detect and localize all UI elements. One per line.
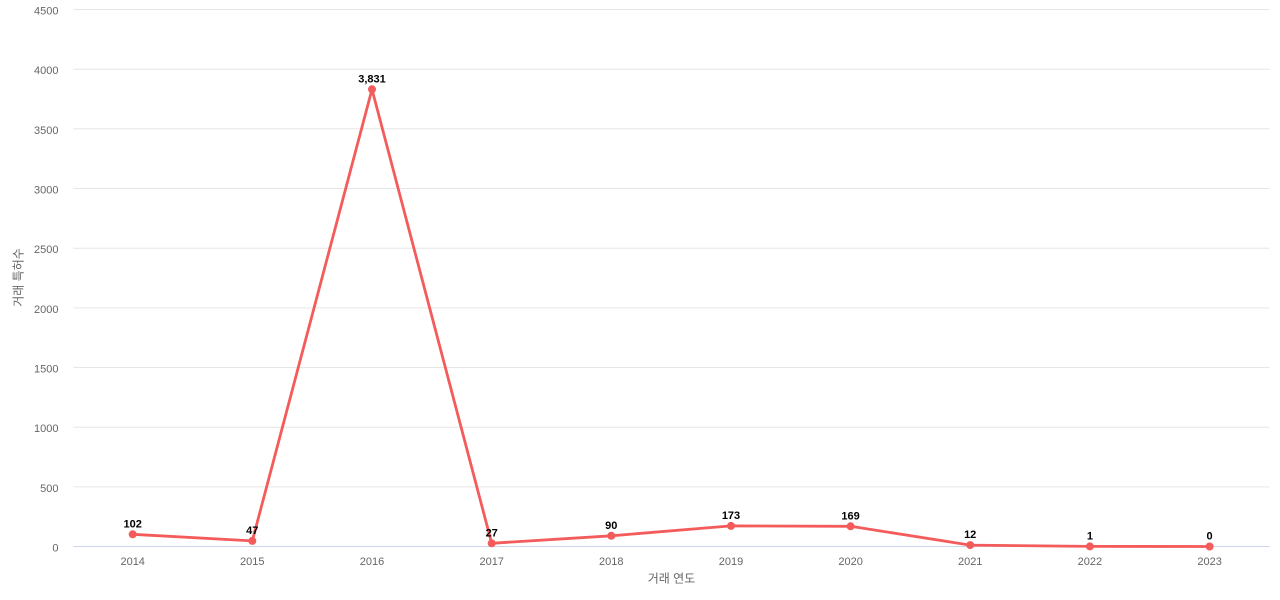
svg-text:102: 102 [124,518,142,530]
svg-text:2015: 2015 [240,556,264,568]
svg-text:2000: 2000 [34,304,58,316]
svg-text:2017: 2017 [479,556,503,568]
svg-text:4000: 4000 [34,65,58,77]
svg-text:4500: 4500 [34,6,58,18]
svg-text:2018: 2018 [599,556,623,568]
svg-text:12: 12 [964,529,976,541]
svg-text:1: 1 [1087,530,1093,542]
svg-text:거래 연도: 거래 연도 [648,572,696,586]
svg-text:2023: 2023 [1197,556,1221,568]
svg-text:500: 500 [40,483,58,495]
svg-text:2021: 2021 [958,556,982,568]
svg-text:거래 특허수: 거래 특허수 [12,248,26,307]
svg-text:0: 0 [1207,531,1213,543]
svg-text:2019: 2019 [719,556,743,568]
svg-text:3500: 3500 [34,125,58,137]
svg-text:169: 169 [841,510,859,522]
svg-text:1500: 1500 [34,364,58,376]
svg-text:27: 27 [486,527,498,539]
svg-text:2014: 2014 [120,556,144,568]
svg-text:173: 173 [722,510,740,522]
svg-text:0: 0 [52,543,58,555]
svg-text:90: 90 [605,520,617,532]
svg-text:2016: 2016 [360,556,384,568]
svg-text:2022: 2022 [1078,556,1102,568]
svg-text:3,831: 3,831 [358,73,386,85]
svg-text:2500: 2500 [34,244,58,256]
svg-text:1000: 1000 [34,423,58,435]
svg-text:2020: 2020 [838,556,862,568]
svg-text:47: 47 [246,525,258,537]
svg-text:3000: 3000 [34,185,58,197]
